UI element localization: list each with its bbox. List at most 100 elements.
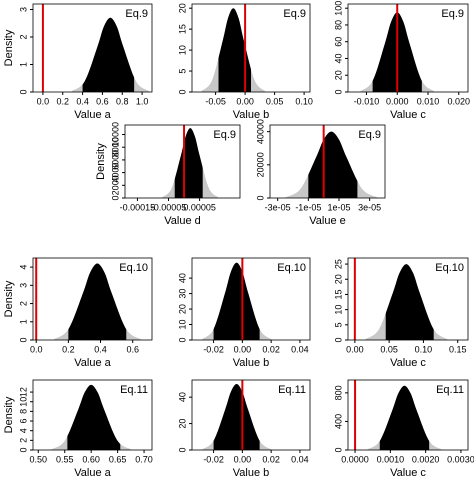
x-tick-label: 0.00005 [183, 202, 216, 212]
panel-title: Eq.11 [120, 384, 148, 396]
y-tick-label: 4 [18, 428, 28, 433]
plot-frame [191, 379, 311, 451]
y-tick-label: 40 [333, 53, 343, 63]
y-tick-label: 10 [18, 397, 28, 407]
x-tick-label: 0.02 [262, 344, 280, 354]
plot-frame [32, 257, 153, 341]
x-tick-label: 0.00 [236, 96, 254, 106]
density-interval [67, 384, 121, 450]
x-tick-label: 0.0030 [447, 454, 474, 464]
x-tick-label: 0.0 [30, 344, 43, 354]
x-tick-label: 1.0 [136, 96, 149, 106]
y-tick-label: 0 [177, 337, 187, 342]
y-tick-label: 0 [255, 195, 265, 200]
y-tick-label: 0 [333, 337, 343, 342]
y-tick-label: 800 [333, 385, 343, 400]
x-tick-label: 0.8 [116, 96, 129, 106]
y-tick-label: 30 [177, 289, 187, 299]
y-tick-label: 2000 [110, 175, 120, 195]
x-axis-label: Value c [390, 357, 426, 369]
y-tick-label: 2 [18, 301, 28, 306]
y-tick-label: 20 [333, 70, 343, 80]
y-tick-label: 400 [333, 414, 343, 429]
y-tick-label: 4 [18, 265, 28, 270]
panel-title: Eq.11 [436, 384, 464, 396]
x-axis-label: Value c [390, 109, 426, 121]
density-interval [213, 383, 260, 450]
plot-frame [32, 3, 153, 93]
x-tick-label: -1e-05 [295, 202, 321, 212]
x-tick-label: 0.2 [56, 96, 69, 106]
x-tick-label: 0.6 [96, 96, 109, 106]
x-tick-label: 0.15 [449, 344, 467, 354]
y-tick-label: 20 [177, 304, 187, 314]
y-tick-label: 40 [177, 273, 187, 283]
y-tick-label: 10000 [110, 122, 120, 147]
y-tick-label: 6 [18, 419, 28, 424]
y-tick-label: 15 [177, 24, 187, 34]
plot-frame [347, 3, 469, 93]
y-tick-label: 0 [18, 89, 28, 94]
y-tick-label: 60 [333, 37, 343, 47]
plot-frame [191, 257, 311, 341]
panel-title: Eq.10 [277, 262, 306, 274]
x-tick-label: 0.60 [82, 454, 100, 464]
x-tick-label: 0.05 [266, 96, 284, 106]
y-tick-label: 4000 [110, 163, 120, 183]
y-tick-label: 20000 [255, 152, 265, 177]
y-tick-label: 15 [333, 289, 343, 299]
density-interval [82, 17, 135, 92]
x-tick-label: 0.50 [30, 454, 48, 464]
y-tick-label: 20 [333, 274, 343, 284]
x-axis-label: Value a [74, 467, 111, 479]
x-tick-label: 0.04 [291, 344, 309, 354]
y-tick-label: 40 [177, 392, 187, 402]
plot-frame [191, 3, 311, 93]
x-tick-label: 0.010 [417, 96, 440, 106]
x-tick-label: 0.0010 [377, 454, 405, 464]
y-tick-label: 3 [18, 7, 28, 12]
y-tick-label: 5 [333, 322, 343, 327]
density-interval [218, 8, 252, 92]
x-tick-label: 0.05 [380, 344, 398, 354]
y-tick-label: 10 [333, 305, 343, 315]
x-axis-label: Value a [74, 109, 111, 121]
density-interval [385, 264, 434, 340]
x-tick-label: -0.00005 [151, 202, 187, 212]
x-tick-label: 0.2 [62, 344, 75, 354]
y-axis-label: Density [3, 29, 15, 66]
y-tick-label: 2 [18, 34, 28, 39]
y-tick-label: 100 [333, 1, 343, 16]
x-tick-label: 0.0 [37, 96, 50, 106]
plot-frame [347, 257, 469, 341]
y-tick-label: 0 [333, 89, 343, 94]
x-tick-label: 3e-05 [358, 202, 381, 212]
panel-title: Eq.9 [358, 129, 381, 141]
panel-title: Eq.9 [283, 8, 306, 20]
y-tick-label: 5 [177, 69, 187, 74]
x-tick-label: 0.10 [295, 96, 313, 106]
y-tick-label: 20 [177, 419, 187, 429]
y-tick-label: 0 [177, 447, 187, 452]
x-tick-label: 0.0020 [412, 454, 440, 464]
y-tick-label: 10 [177, 320, 187, 330]
density-interval [308, 131, 358, 198]
y-tick-label: 6000 [110, 150, 120, 170]
x-axis-label: Value d [164, 215, 201, 227]
x-tick-label: 0.04 [291, 454, 309, 464]
x-tick-label: -0.010 [354, 96, 380, 106]
x-tick-label: -0.00015 [120, 202, 156, 212]
y-tick-label: 1 [18, 319, 28, 324]
x-tick-label: 0.00 [346, 344, 364, 354]
panel-title: Eq.10 [435, 262, 464, 274]
y-tick-label: 0 [333, 447, 343, 452]
x-tick-label: 0.65 [109, 454, 127, 464]
panel-title: Eq.9 [125, 8, 148, 20]
panel-title: Eq.10 [119, 262, 148, 274]
plot-frame [269, 124, 386, 199]
x-axis-label: Value a [74, 357, 111, 369]
panel-title: Eq.9 [213, 129, 236, 141]
x-tick-label: 0.020 [448, 96, 471, 106]
y-tick-label: 0 [110, 195, 120, 200]
plot-frame [32, 379, 153, 451]
